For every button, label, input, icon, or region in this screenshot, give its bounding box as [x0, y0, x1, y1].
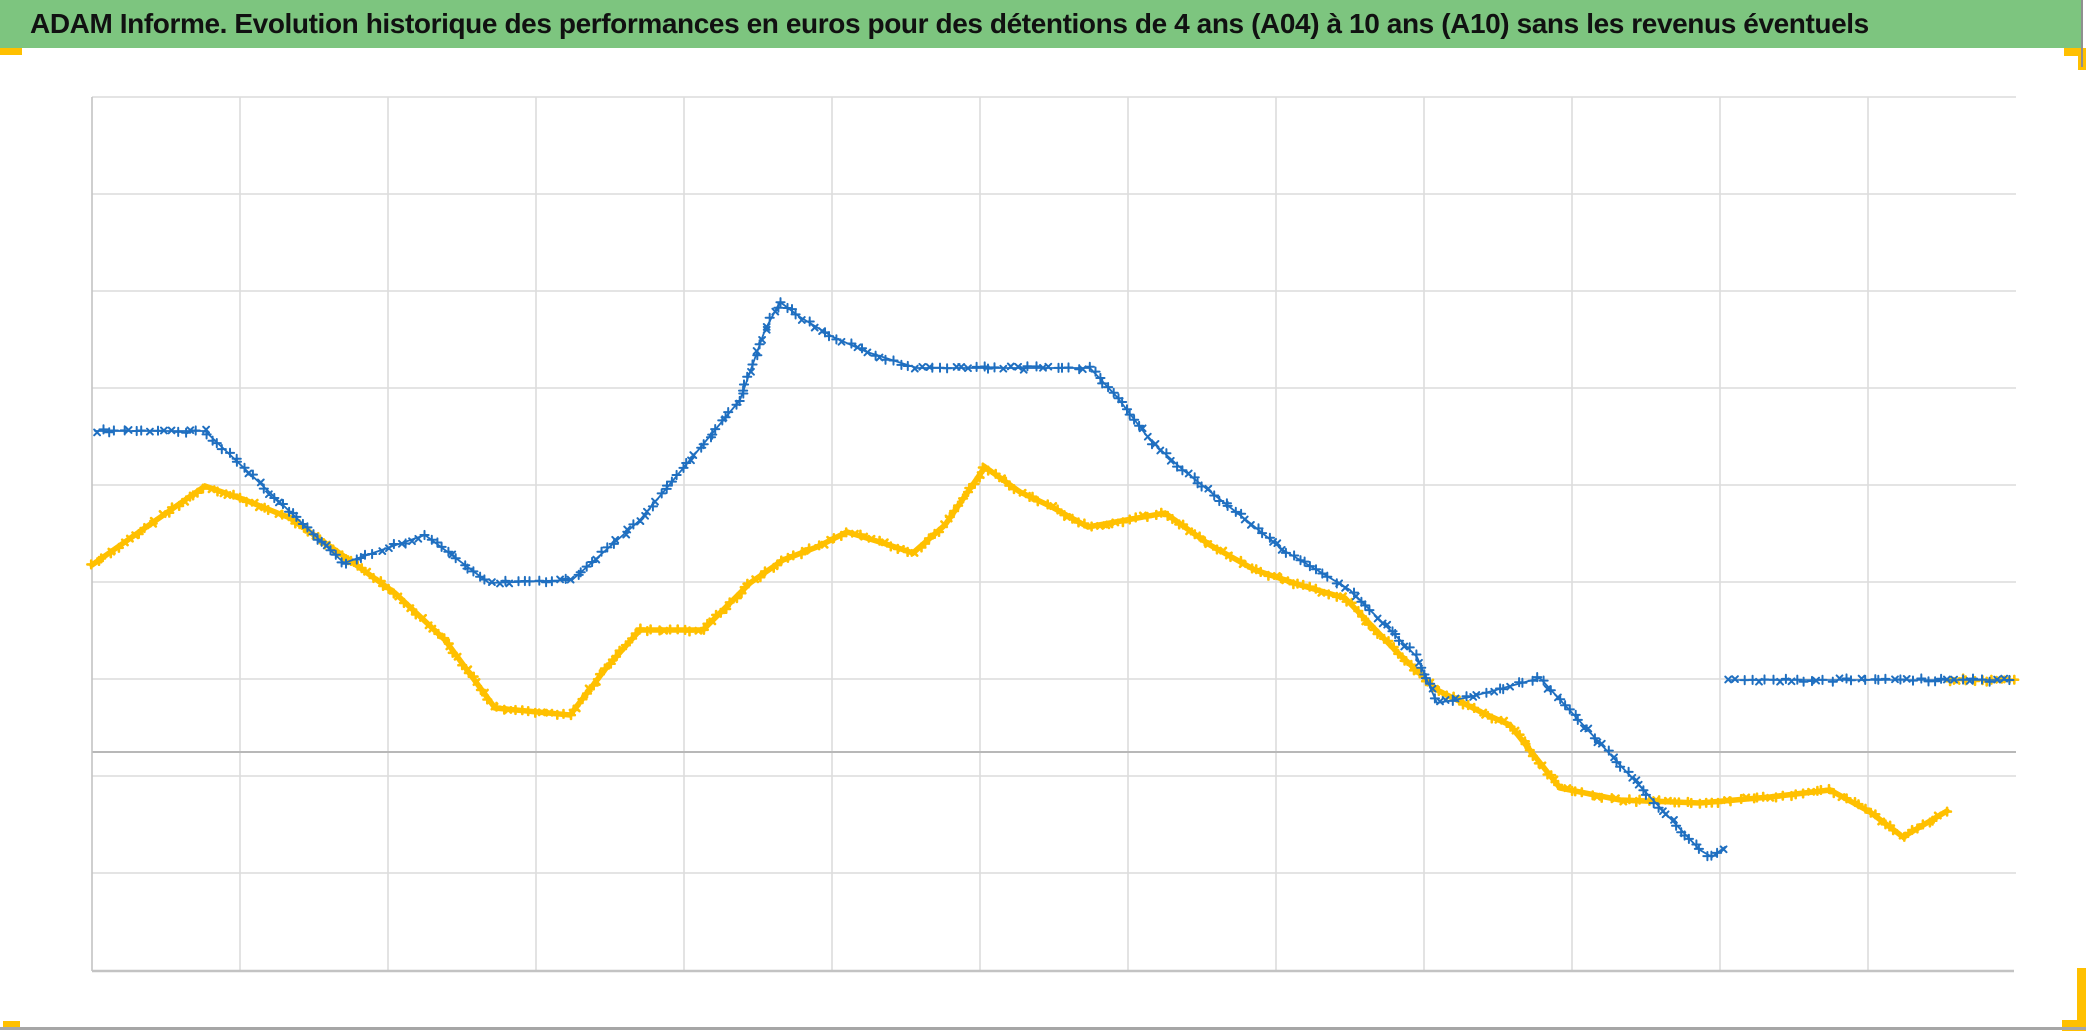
yellow-square-bottom-left	[3, 1021, 20, 1029]
gold-series-line	[86, 462, 2020, 842]
chart-title: ADAM Informe. Evolution historique des p…	[30, 8, 1869, 39]
yellow-corner-bottom-right-h	[2062, 1020, 2086, 1031]
right-edge-line	[2081, 0, 2083, 67]
bottom-gray-strip	[0, 1027, 2086, 1030]
chart-axis-lines	[91, 97, 2016, 973]
yellow-corner-top-right-h	[2064, 48, 2086, 56]
title-bar: ADAM Informe. Evolution historique des p…	[0, 0, 2081, 48]
yellow-corner-bottom-right-v	[2077, 968, 2086, 1031]
yellow-tab-top-left	[0, 48, 22, 55]
chart-gridlines	[92, 96, 2016, 971]
blue-series-line	[93, 297, 2015, 862]
